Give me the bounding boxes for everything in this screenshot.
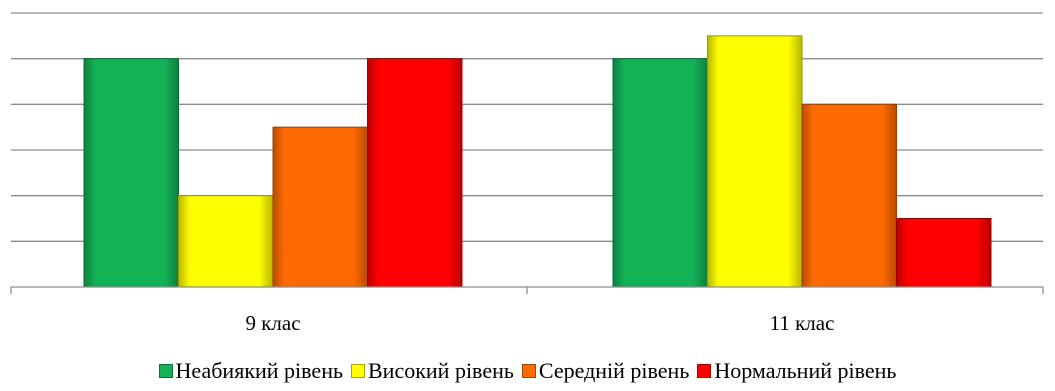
x-tick-label: 9 клас — [245, 311, 300, 335]
bar-1-2 — [178, 195, 274, 288]
legend-swatch — [521, 364, 536, 378]
legend-item: Високий рівень — [351, 358, 514, 384]
bar-2-1 — [612, 58, 708, 288]
bar-2-3 — [801, 103, 897, 288]
legend: Неабиякий рівень Високий рівень Середній р… — [0, 355, 1055, 387]
legend-swatch — [697, 364, 712, 378]
legend-label: Середній рівень — [538, 358, 690, 383]
legend-item: Середній рівень — [521, 358, 690, 384]
bar-1-4 — [367, 58, 463, 288]
bar-2-2 — [707, 35, 803, 288]
legend-swatch — [351, 364, 365, 378]
bar-1-3 — [272, 126, 368, 288]
bars — [83, 35, 992, 288]
bar-2-4 — [896, 218, 992, 288]
legend-label: Неабиякий рівень — [175, 358, 343, 383]
bar-chart: 9 клас 11 клас — [10, 12, 1044, 335]
x-axis — [10, 286, 1044, 294]
legend-item: Неабиякий рівень — [158, 358, 343, 384]
legend-swatch — [158, 364, 173, 378]
bar-1-1 — [83, 58, 179, 288]
x-tick-label: 11 клас — [770, 311, 835, 335]
x-tick-labels: 9 клас 11 клас — [245, 311, 834, 335]
legend-label: Нормальний рівень — [714, 358, 897, 383]
legend-item: Нормальний рівень — [697, 358, 896, 384]
legend-label: Високий рівень — [368, 358, 514, 383]
